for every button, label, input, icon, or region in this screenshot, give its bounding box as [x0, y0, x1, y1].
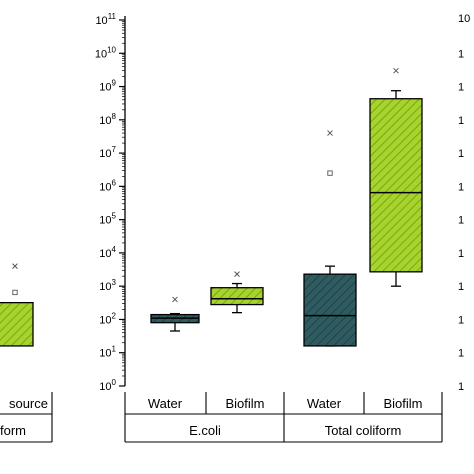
partial-outlier-marker [12, 263, 18, 270]
box-total-coliform-biofilm [369, 67, 423, 287]
partial-y-tick-label: 1 [458, 314, 464, 326]
y-tick-label: 109 [99, 79, 116, 94]
category-label-water: Water [148, 396, 183, 411]
right-partial-panel: 10 1 1 1 1 1 1 1 1 1 1 1 [458, 13, 470, 393]
category-label-biofilm: Biofilm [225, 396, 264, 411]
group-label-e-coli: E.coli [189, 423, 221, 438]
box-e-coli-water [150, 296, 200, 332]
box-total-coliform-water [303, 130, 357, 347]
y-tick-label: 1010 [95, 45, 117, 60]
outlier-marker [234, 271, 240, 277]
partial-category-label: source [9, 396, 48, 411]
y-axis: 100 101 102 103 104 105 106 107 108 109 1010 1011 [95, 12, 126, 393]
partial-y-tick-label: 1 [458, 215, 464, 227]
category-label-biofilm: Biofilm [383, 396, 422, 411]
partial-y-tick-label: 10 [458, 13, 470, 25]
category-table: Water Biofilm Water Biofilm E.coli Total coli… [124, 392, 443, 443]
box-e-coli-biofilm [210, 271, 264, 314]
partial-outlier-marker-b [12, 263, 18, 270]
group-label-total-coliform: Total coliform [325, 423, 402, 438]
y-tick-label: 108 [99, 112, 116, 127]
left-partial-panel: source form [0, 263, 53, 443]
partial-mean-marker [12, 289, 18, 296]
outlier-marker [172, 296, 178, 303]
y-tick-label: 102 [99, 311, 116, 326]
partial-box-body [0, 301, 34, 347]
partial-y-tick-label: 1 [458, 181, 464, 193]
box-body [303, 273, 357, 347]
partial-group-label: form [0, 423, 26, 438]
category-label-water: Water [307, 396, 342, 411]
partial-y-tick-label: 1 [458, 115, 464, 127]
outlier-marker-b [234, 271, 240, 277]
y-tick-label: 107 [99, 145, 116, 160]
outlier-marker-b [327, 130, 333, 136]
partial-y-tick-label: 1 [458, 148, 464, 160]
outlier-marker [393, 67, 399, 74]
partial-y-tick-label: 1 [458, 248, 464, 260]
partial-y-tick-label: 1 [458, 281, 464, 293]
partial-y-tick-label: 1 [458, 48, 464, 60]
outlier-marker [327, 130, 333, 136]
outlier-marker-b [172, 296, 178, 303]
y-tick-label: 104 [99, 245, 116, 260]
outlier-marker-b [393, 67, 399, 74]
box-body [210, 287, 264, 306]
y-tick-label: 105 [99, 212, 116, 227]
box-series [150, 67, 423, 347]
y-tick-label: 1011 [95, 12, 116, 27]
y-tick-label: 101 [99, 345, 116, 360]
y-tick-label: 100 [99, 378, 116, 393]
partial-y-tick-label: 1 [458, 381, 464, 393]
mean-marker [327, 170, 333, 176]
partial-y-tick-label: 1 [458, 348, 464, 360]
y-tick-label: 103 [99, 278, 116, 293]
partial-y-tick-label: 1 [458, 82, 464, 94]
box-body [369, 98, 423, 273]
y-tick-label: 106 [99, 178, 116, 193]
